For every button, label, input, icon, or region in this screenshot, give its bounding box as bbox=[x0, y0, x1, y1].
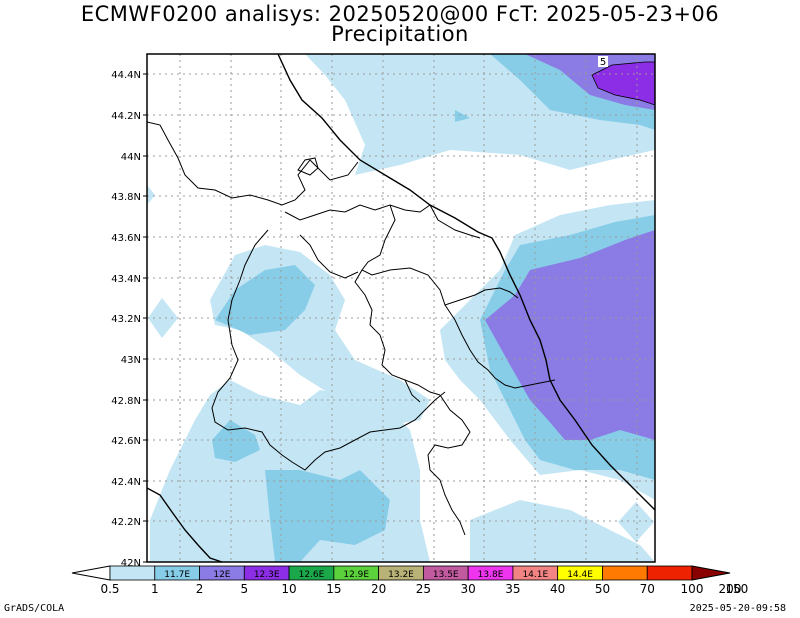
island-elba bbox=[297, 157, 319, 176]
colorbar-tick-label: 35 bbox=[505, 582, 520, 596]
lat-label: 43.6N bbox=[111, 233, 141, 244]
precip-spot-west bbox=[147, 185, 155, 205]
colorbar-box-label: 12.9E bbox=[343, 570, 369, 580]
precip-violet-east bbox=[485, 230, 655, 440]
lat-label: 42.8N bbox=[111, 396, 141, 407]
footer-credit: GrADS/COLA bbox=[4, 603, 65, 614]
lat-label: 42N bbox=[121, 558, 141, 569]
precip-purple-north bbox=[591, 61, 655, 106]
colorbar-tick-label: 30 bbox=[461, 582, 476, 596]
precip-spot-west2 bbox=[148, 298, 178, 338]
boundaries bbox=[147, 54, 655, 562]
precip-medium-southwest bbox=[212, 420, 260, 462]
region-border-tuscany-umbria bbox=[284, 204, 431, 221]
colorbar-tick-label: 40 bbox=[550, 582, 565, 596]
colorbar-tick-label: 15 bbox=[326, 582, 341, 596]
precip-area-southeast bbox=[470, 500, 655, 562]
colorbar-tick-label: 150 bbox=[725, 582, 748, 596]
region-border-umbria bbox=[354, 269, 441, 396]
map-subtitle: Precipitation bbox=[331, 22, 469, 46]
lat-label: 43N bbox=[121, 355, 141, 366]
plot-frame bbox=[146, 53, 656, 563]
precip-medium-small bbox=[455, 110, 470, 122]
lat-label: 43.2N bbox=[111, 314, 141, 325]
precip-medium-south bbox=[265, 470, 390, 562]
coastline-tyrrhenian bbox=[147, 487, 223, 562]
colorbar-tick-label: 20 bbox=[371, 582, 386, 596]
colorbar-tick-label: 5 bbox=[240, 582, 248, 596]
map-title: ECMWF0200 analisys: 20250520@00 FcT: 202… bbox=[80, 2, 720, 26]
region-border-marche bbox=[361, 204, 519, 306]
colorbar-tick-label: 25 bbox=[416, 582, 431, 596]
colorbar-swatch bbox=[602, 565, 648, 581]
colorbar-tick-label: 10 bbox=[281, 582, 296, 596]
lat-label: 43.8N bbox=[111, 192, 141, 203]
lat-label: 42.2N bbox=[111, 517, 141, 528]
lat-label: 44.2N bbox=[111, 111, 141, 122]
colorbar-box-label: 14.4E bbox=[567, 570, 593, 580]
colorbar-box-label: 14.1E bbox=[522, 570, 548, 580]
region-border-inner bbox=[299, 234, 421, 403]
colorbar-swatch bbox=[646, 565, 693, 581]
footer-timestamp: 2025-05-20-09:58 bbox=[689, 603, 786, 614]
colorbar-tick-label: 0.5 bbox=[100, 582, 119, 596]
grid-lines bbox=[147, 54, 655, 562]
colorbar-box-label: 12.6E bbox=[299, 570, 325, 580]
colorbar-box-label: 12E bbox=[213, 570, 230, 580]
coastline-adriatic bbox=[277, 54, 655, 511]
precipitation-fields bbox=[147, 54, 655, 562]
precip-medium-central bbox=[215, 265, 315, 335]
colorbar-legend: 11.7E 12E 12.3E 12.6E 12.9E 13.2E 13.5E 13.8E 14… bbox=[71, 565, 748, 596]
contour-label-box bbox=[598, 56, 608, 67]
colorbar-tick-label: 2 bbox=[196, 582, 204, 596]
colorbar-tick-label: 1 bbox=[151, 582, 159, 596]
lat-label: 44N bbox=[121, 152, 141, 163]
colorbar-box-label: 13.8E bbox=[478, 570, 504, 580]
colorbar-box-label: 12.3E bbox=[254, 570, 280, 580]
precip-spot-se bbox=[618, 502, 654, 542]
region-border-abruzzo bbox=[427, 304, 556, 536]
colorbar-lower-triangle bbox=[71, 565, 111, 581]
colorbar-swatch bbox=[109, 565, 156, 581]
region-border-tuscany-north bbox=[147, 121, 359, 206]
colorbar-box-label: 13.5E bbox=[433, 570, 459, 580]
colorbar-tick-label: 100 bbox=[681, 582, 704, 596]
latitude-axis: 44.4N 44.2N 44N 43.8N 43.6N 43.4N 43.2N … bbox=[111, 70, 141, 569]
lat-label: 43.4N bbox=[111, 274, 141, 285]
region-border-lazio bbox=[211, 229, 446, 471]
colorbar-upper-triangle bbox=[691, 565, 731, 581]
contour-label: 5 bbox=[600, 57, 606, 68]
colorbar-tick-label: 200 bbox=[719, 582, 742, 596]
lat-label: 42.6N bbox=[111, 436, 141, 447]
latitude-ticks bbox=[143, 73, 147, 563]
lat-label: 44.4N bbox=[111, 70, 141, 81]
colorbar-box-label: 13.2E bbox=[388, 570, 414, 580]
colorbar-tick-label: 50 bbox=[595, 582, 610, 596]
colorbar-box-label: 11.7E bbox=[164, 570, 190, 580]
lat-label: 42.4N bbox=[111, 477, 141, 488]
colorbar-tick-label: 70 bbox=[640, 582, 655, 596]
